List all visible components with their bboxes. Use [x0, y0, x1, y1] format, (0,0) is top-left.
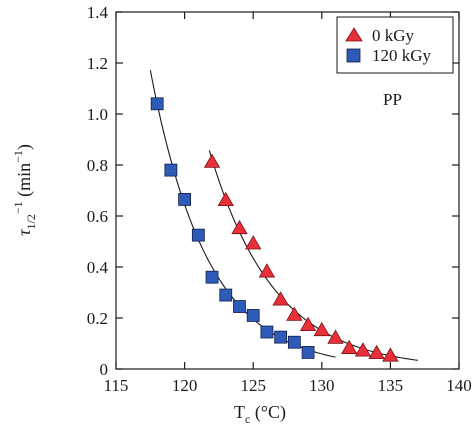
data-point-0-kgy: [272, 291, 289, 306]
data-point-0-kgy: [341, 339, 358, 354]
data-point-0-kgy: [354, 342, 372, 357]
legend-label-0-kgy: 0 kGy: [372, 26, 415, 45]
fit-curve-series-0: [208, 150, 418, 361]
data-point-120-kgy: [260, 325, 274, 339]
data-point-120-kgy: [246, 309, 260, 322]
data-point-0-kgy: [313, 321, 330, 337]
data-point-120-kgy: [191, 228, 205, 242]
data-point-0-kgy: [382, 347, 399, 362]
legend-marker-120-kgy: [346, 48, 361, 63]
x-tick-label: 115: [104, 376, 129, 395]
data-point-120-kgy: [178, 193, 192, 206]
x-tick-labels: 115 120 125 130 135 140: [104, 376, 472, 395]
legend-box: [336, 16, 454, 74]
y-tick-labels: 0 0.2 0.4 0.6 0.8 1.0 1.2 1.4: [87, 3, 109, 379]
y-tick-label: 0: [100, 360, 109, 379]
y-ticks: [116, 11, 459, 370]
data-point-120-kgy: [274, 330, 288, 344]
y-tick-label: 0.8: [87, 156, 108, 175]
fit-curve-series-1: [149, 70, 336, 358]
plot-frame: [115, 11, 460, 370]
y-axis-title: τ1/2−1 (min−1): [11, 144, 38, 236]
data-point-120-kgy: [301, 346, 315, 359]
legend-marker-0-kgy: [345, 27, 363, 42]
data-point-0-kgy: [231, 219, 248, 235]
y-tick-label: 0.4: [87, 258, 109, 277]
y-tick-label: 0.2: [87, 309, 108, 328]
x-tick-label: 140: [446, 376, 472, 395]
data-point-120-kgy: [150, 97, 164, 111]
data-point-0-kgy: [368, 344, 385, 360]
chart-annotation: PP: [383, 90, 402, 109]
data-points: [150, 97, 399, 362]
y-tick-label: 1.2: [87, 54, 108, 73]
data-point-0-kgy: [327, 329, 344, 344]
x-tick-label: 125: [240, 376, 266, 395]
data-point-120-kgy: [205, 270, 219, 284]
data-point-0-kgy: [258, 263, 276, 278]
data-point-120-kgy: [233, 300, 246, 313]
x-tick-label: 135: [378, 376, 404, 395]
y-tick-label: 0.6: [87, 207, 108, 226]
data-point-0-kgy: [286, 306, 303, 321]
data-point-0-kgy: [245, 235, 262, 250]
data-point-120-kgy: [164, 163, 178, 177]
x-tick-label: 130: [309, 376, 335, 395]
legend-label-120-kgy: 120 kGy: [372, 46, 432, 65]
data-point-0-kgy: [299, 316, 317, 331]
data-point-0-kgy: [203, 153, 221, 168]
data-point-120-kgy: [219, 288, 233, 302]
data-point-0-kgy: [217, 191, 234, 207]
data-point-120-kgy: [287, 335, 301, 349]
plot-area: [115, 11, 460, 370]
y-tick-label: 1.4: [87, 3, 109, 22]
x-tick-label: 120: [172, 376, 198, 395]
y-tick-label: 1.0: [87, 105, 108, 124]
legend: 0 kGy 120 kGy: [336, 16, 454, 74]
fit-curves: [149, 70, 418, 361]
x-axis-title: Tc (°C): [234, 402, 286, 426]
